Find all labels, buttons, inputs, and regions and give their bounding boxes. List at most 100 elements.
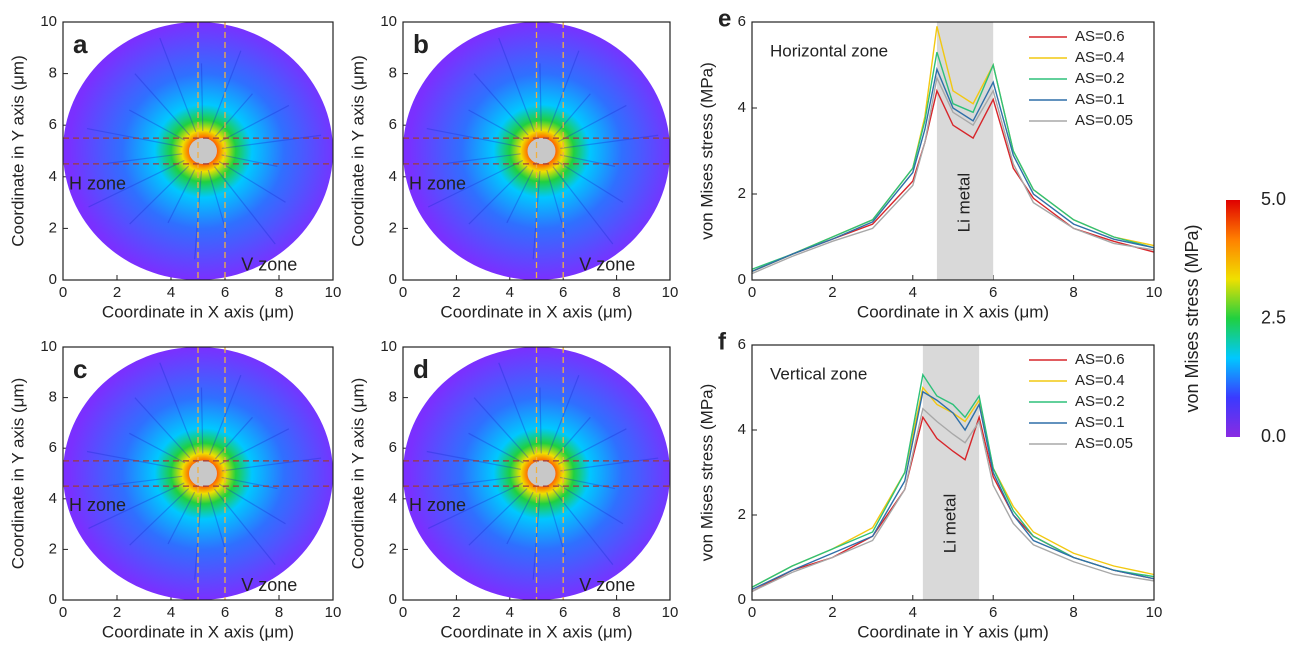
plot-frame [402,21,671,281]
x-tick-label: 2 [452,604,460,621]
y-tick-label: 0 [389,591,397,608]
x-tick-label: 10 [1146,284,1163,301]
panel-label: c [73,354,87,384]
stress-streak [546,492,566,556]
stress-streak [213,166,276,245]
y-tick-label: 0 [389,271,397,288]
stress-streak [159,362,197,455]
stress-streak [532,493,541,580]
annotation: V zone [579,575,635,595]
panel-label: f [718,328,727,355]
stress-streak [134,73,191,136]
y-axis-label: Coordinate in Y axis (μm) [8,378,27,570]
x-tick-label: 2 [452,284,460,301]
stress-streak [546,169,566,235]
stress-streak [200,387,204,454]
stress-streak [88,159,185,208]
legend-label: AS=0.1 [1075,91,1125,108]
legend-label: AS=0.1 [1075,414,1125,431]
stress-streak [557,160,624,203]
annotation: H zone [409,173,466,193]
y-axis-label: Coordinate in Y axis (μm) [348,55,367,247]
x-tick-label: 8 [612,284,620,301]
plot-frame [62,346,334,601]
stress-streak [427,482,524,529]
x-tick-label: 8 [275,604,283,621]
x-tick-label: 0 [748,604,756,621]
stress-streak [208,50,242,133]
x-axis-label: Coordinate in X axis (μm) [102,302,294,321]
stress-streak [553,416,591,460]
y-tick-label: 2 [389,540,397,557]
y-axis-label: von Mises stress (MPa) [697,62,716,240]
shaded-label: Li metal [940,494,959,554]
y-tick-label: 4 [389,490,397,507]
stress-streak [468,165,528,225]
x-tick-label: 10 [325,604,342,621]
x-tick-label: 6 [989,284,997,301]
annotation: H zone [69,495,126,515]
y-tick-label: 2 [738,506,746,523]
stress-streak [560,134,659,149]
stress-streak [557,104,627,143]
series-line [751,75,1155,275]
x-tick-label: 4 [506,604,514,621]
panel-label: e [718,5,731,32]
y-tick-label: 2 [49,540,57,557]
x-tick-label: 0 [748,284,756,301]
x-tick-label: 0 [59,284,67,301]
x-tick-label: 10 [1146,604,1163,621]
y-tick-label: 6 [738,336,746,353]
shaded-region [922,345,980,600]
stress-streak [129,109,186,141]
stress-streak [194,493,203,580]
stress-streak [506,491,534,545]
stress-streak [557,428,627,465]
y-tick-label: 6 [389,116,397,133]
stress-streak [468,487,528,546]
legend-label: AS=0.05 [1075,112,1133,129]
y-axis-label: Coordinate in Y axis (μm) [348,378,367,570]
stress-streak [468,432,524,464]
stress-streak [539,63,542,132]
li-metal [189,460,217,487]
y-tick-label: 2 [738,185,746,202]
y-tick-label: 6 [49,116,57,133]
x-tick-label: 10 [662,284,679,301]
y-tick-label: 4 [389,168,397,185]
y-tick-label: 10 [380,13,397,30]
colorbar-tick-label: 2.5 [1261,307,1286,327]
panel-label: b [413,29,429,59]
y-axis-label: von Mises stress (MPa) [697,384,716,562]
stress-streak [209,374,242,456]
x-tick-label: 0 [399,284,407,301]
stress-streak [473,73,529,136]
x-tick-label: 2 [828,604,836,621]
x-tick-label: 8 [612,604,620,621]
x-tick-label: 2 [113,604,121,621]
stress-streak [221,457,322,472]
y-tick-label: 10 [40,13,57,30]
x-tick-label: 8 [275,284,283,301]
annotation: V zone [241,255,297,275]
x-tick-label: 6 [559,284,567,301]
stress-streak [498,362,535,455]
y-tick-label: 4 [49,490,57,507]
x-tick-label: 6 [559,604,567,621]
x-axis-label: Coordinate in X axis (μm) [440,622,632,641]
x-tick-label: 8 [1069,604,1077,621]
stress-streak [129,432,186,464]
stress-streak [547,374,580,456]
stress-streak [446,153,521,164]
y-tick-label: 8 [389,389,397,406]
x-tick-label: 6 [221,604,229,621]
y-tick-label: 6 [389,439,397,456]
stress-streak [215,416,253,460]
stress-streak [107,153,183,164]
x-tick-label: 0 [399,604,407,621]
legend-label: AS=0.6 [1075,351,1125,368]
legend-label: AS=0.6 [1075,28,1125,45]
plot-frame [751,344,1155,601]
series-line [751,390,1155,591]
